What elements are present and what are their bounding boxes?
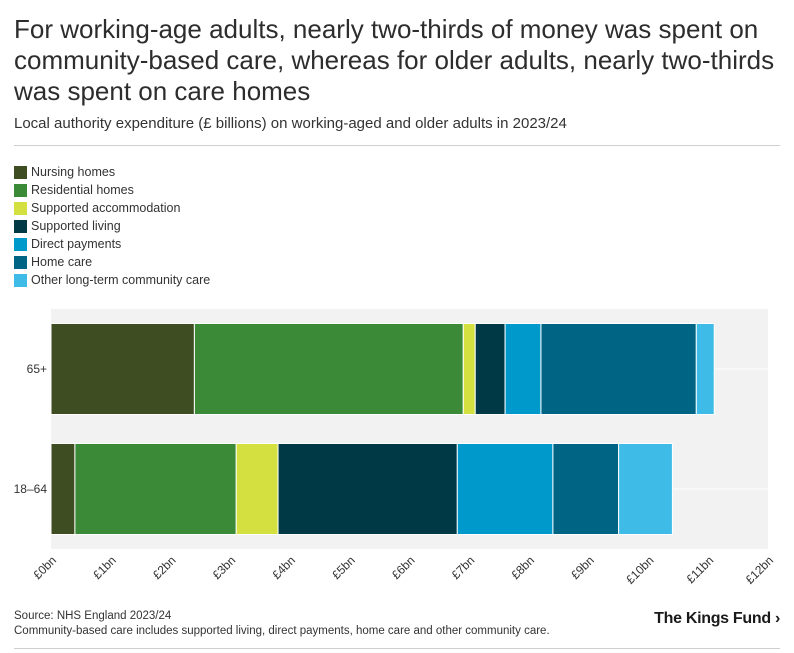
legend-swatch: [14, 201, 27, 215]
legend-item: Home care: [14, 253, 210, 271]
category-label: 65+: [27, 362, 47, 376]
legend-item: Nursing homes: [14, 163, 210, 181]
bar-segment: [456, 443, 554, 535]
footer: Source: NHS England 2023/24 Community-ba…: [14, 609, 550, 639]
chart-subtitle: Local authority expenditure (£ billions)…: [14, 115, 567, 132]
bar-segment: [235, 443, 279, 535]
legend-swatch: [14, 273, 27, 287]
bar-segment: [277, 443, 458, 535]
legend-swatch: [14, 183, 27, 197]
legend-label: Direct payments: [31, 237, 122, 251]
legend-item: Supported accommodation: [14, 199, 210, 217]
legend-swatch: [14, 255, 27, 269]
kings-fund-logo: The Kings Fund ›: [654, 610, 780, 627]
bar-segment: [74, 443, 237, 535]
legend-swatch: [14, 237, 27, 251]
bar-segment: [474, 323, 506, 415]
legend-label: Residential homes: [31, 183, 134, 197]
x-tick-label: £6bn: [389, 553, 418, 582]
bar-segment: [552, 443, 620, 535]
x-tick-label: £7bn: [449, 553, 478, 582]
category-label: 18–64: [14, 482, 48, 496]
bar-segment: [50, 323, 195, 415]
logo-text: The Kings Fund: [654, 610, 771, 627]
stacked-bar-chart: 65+ 18–64 £0bn £1bn £2bn £3bn £4bn £5bn £6bn £7bn…: [14, 309, 776, 587]
bar-segment: [193, 323, 464, 415]
bar-segment: [540, 323, 697, 415]
chart-title: For working-age adults, nearly two-third…: [14, 14, 775, 106]
bar-segment: [50, 443, 76, 535]
legend-item: Supported living: [14, 217, 210, 235]
x-tick-label: £0bn: [30, 553, 59, 582]
x-tick-label: £11bn: [684, 553, 717, 586]
bar-segment: [462, 323, 476, 415]
x-tick-label: £5bn: [329, 553, 358, 582]
bottom-divider: [14, 648, 780, 649]
bar-segment: [618, 443, 673, 535]
source-note: Source: NHS England 2023/24: [14, 610, 172, 622]
x-tick-label: £2bn: [150, 553, 179, 582]
x-tick-label: £12bn: [743, 553, 776, 586]
x-tick-label: £9bn: [568, 553, 597, 582]
top-divider: [14, 145, 780, 146]
legend-item: Direct payments: [14, 235, 210, 253]
x-tick-label: £3bn: [210, 553, 239, 582]
x-tick-label: £10bn: [623, 553, 656, 586]
legend-label: Other long-term community care: [31, 273, 211, 287]
bar-segment: [504, 323, 542, 415]
legend-label: Nursing homes: [31, 165, 116, 179]
x-tick-label: £1bn: [90, 553, 119, 582]
x-tick-label: £4bn: [269, 553, 298, 582]
legend-label: Home care: [31, 255, 93, 269]
legend-label: Supported accommodation: [31, 201, 181, 215]
definition-note: Community-based care includes supported …: [14, 625, 550, 637]
legend-label: Supported living: [31, 219, 121, 233]
legend-item: Other long-term community care: [14, 271, 210, 289]
legend-swatch: [14, 219, 27, 233]
legend-item: Residential homes: [14, 181, 210, 199]
bar-segment: [695, 323, 715, 415]
x-tick-label: £8bn: [508, 553, 537, 582]
legend: Nursing homes Residential homes Supported …: [14, 163, 210, 289]
legend-swatch: [14, 165, 27, 179]
